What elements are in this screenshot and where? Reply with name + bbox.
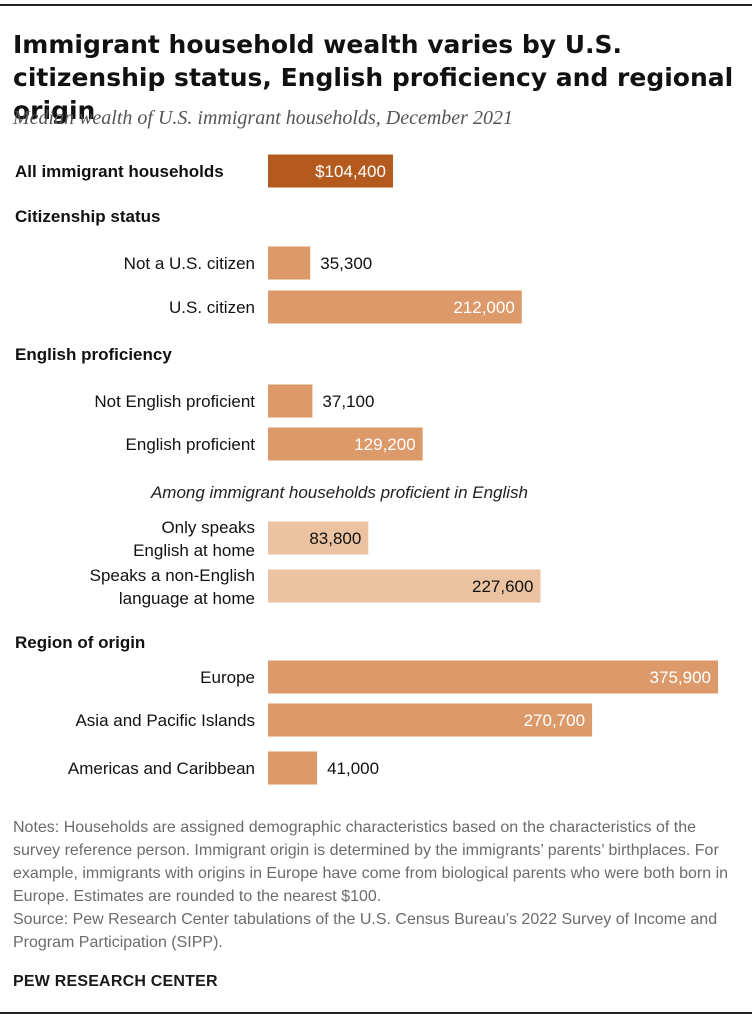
bar-4-2 bbox=[268, 751, 318, 785]
brand-label: PEW RESEARCH CENTER bbox=[13, 973, 218, 990]
bar-4-0 bbox=[268, 660, 718, 694]
top-rule bbox=[0, 4, 752, 6]
bar-chart: All immigrant households $104,400 Citizens… bbox=[15, 154, 718, 785]
bar-2-0 bbox=[268, 384, 313, 418]
bar-label: Asia and Pacific Islands bbox=[75, 711, 255, 730]
bar-4-1 bbox=[268, 703, 593, 737]
bar-label: Not a U.S. citizen bbox=[124, 254, 255, 273]
source-text: Source: Pew Research Center tabulations … bbox=[13, 911, 718, 951]
chart-title: Immigrant household wealth varies by U.S… bbox=[13, 30, 734, 125]
notes-text: Notes: Households are assigned demograph… bbox=[13, 819, 729, 905]
bar-3-1 bbox=[268, 569, 541, 603]
data-label: 129,200 bbox=[354, 435, 415, 454]
bar-0-0 bbox=[268, 154, 393, 188]
data-label: 375,900 bbox=[650, 668, 711, 687]
notes-block: Notes: Households are assigned demograph… bbox=[13, 816, 743, 954]
data-label: 212,000 bbox=[453, 298, 514, 317]
group-heading: Region of origin bbox=[15, 633, 145, 652]
bar-3-0 bbox=[268, 521, 369, 555]
data-label: 227,600 bbox=[472, 577, 533, 596]
group-subheading: Among immigrant households proficient in… bbox=[150, 483, 528, 502]
bar-label: Speaks a non-English bbox=[90, 566, 255, 585]
bar-label: All immigrant households bbox=[15, 162, 224, 181]
bar-label: English proficient bbox=[126, 435, 256, 454]
bar-2-1 bbox=[268, 427, 423, 461]
bar-label: Europe bbox=[200, 668, 255, 687]
bar-1-1 bbox=[268, 290, 522, 324]
group-heading: Citizenship status bbox=[15, 207, 160, 226]
bar-label: Americas and Caribbean bbox=[68, 759, 255, 778]
data-label: $104,400 bbox=[315, 162, 386, 181]
data-label: 37,100 bbox=[322, 392, 374, 411]
bar-label: English at home bbox=[133, 541, 255, 560]
bar-label: language at home bbox=[119, 589, 255, 608]
bar-label: Only speaks bbox=[161, 518, 255, 537]
data-label: 41,000 bbox=[327, 759, 379, 778]
data-label: 83,800 bbox=[309, 529, 361, 548]
data-label: 35,300 bbox=[320, 254, 372, 273]
bar-1-0 bbox=[268, 246, 311, 280]
bottom-rule bbox=[0, 1012, 752, 1014]
bar-label: Not English proficient bbox=[94, 392, 255, 411]
group-heading: English proficiency bbox=[15, 345, 172, 364]
chart-subtitle: Median wealth of U.S. immigrant househol… bbox=[13, 107, 513, 129]
data-label: 270,700 bbox=[524, 711, 585, 730]
bar-label: U.S. citizen bbox=[169, 298, 255, 317]
